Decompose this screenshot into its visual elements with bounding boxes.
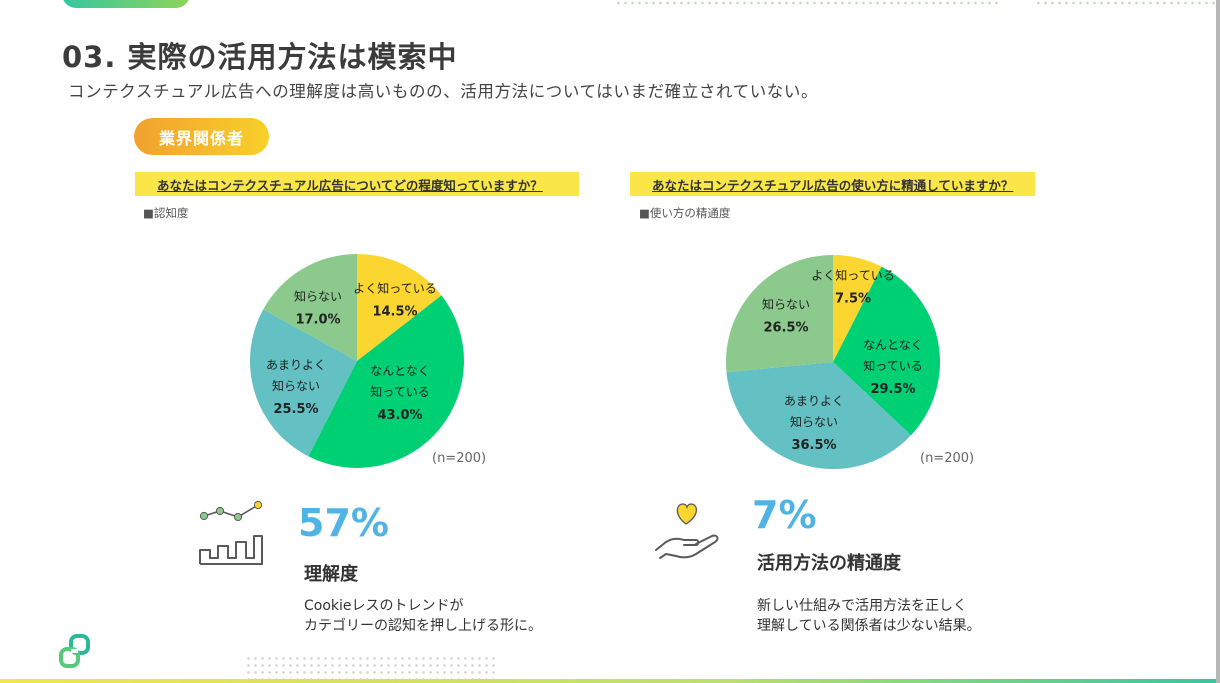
- top-dots-decoration: [615, 0, 1000, 6]
- chart2-slice-label: なんとなく: [863, 338, 923, 352]
- stat1-desc-line: Cookieレスのトレンドが: [304, 598, 464, 614]
- chart1-pie-slice: [308, 295, 465, 468]
- chart1-slice-label: 知らない: [272, 379, 320, 393]
- trend-chart-icon: [199, 500, 263, 565]
- chart2-pie-slice: [833, 255, 882, 362]
- chart1-pie-slice: [357, 254, 442, 361]
- chart2-slice-label: 知らない: [762, 298, 810, 312]
- chart1-slice-label: 知っている: [370, 385, 429, 399]
- chart2-slice-label: あまりよく: [784, 394, 844, 408]
- stat2-desc-line: 新しい仕組みで活用方法を正しく: [757, 598, 967, 614]
- chart1-sample-size: (n=200): [432, 451, 487, 466]
- stat2-desc-line: 理解している関係者は少ない結果。: [757, 618, 981, 634]
- chart2-slice-value: 26.5%: [763, 321, 808, 336]
- stat1-label: 理解度: [304, 564, 358, 585]
- page-subtitle: コンテクスチュアル広告への理解度は高いものの、活用方法についてはいまだ確立されて…: [68, 82, 819, 101]
- chart2-legend: ■使い方の精通度: [639, 206, 731, 220]
- chart1-slice-label: よく知っている: [353, 282, 436, 296]
- stat1-percent: 57%: [298, 501, 389, 545]
- chart2-slice-value: 36.5%: [791, 438, 836, 453]
- chart1-slice-label: あまりよく: [266, 358, 326, 372]
- chart1-slice-value: 17.0%: [295, 313, 340, 328]
- stat2-description: 新しい仕組みで活用方法を正しく 理解している関係者は少ない結果。: [757, 596, 981, 636]
- chart2-slice-label: 知らない: [790, 415, 838, 429]
- top-decoration: [62, 0, 190, 8]
- chart1-pie-slice: [263, 254, 357, 361]
- chart2-pie-slice: [833, 266, 940, 436]
- chart1-slice-value: 43.0%: [377, 408, 422, 423]
- chart2-slice-value: 7.5%: [835, 292, 871, 307]
- chart2-slice-value: 29.5%: [870, 382, 915, 397]
- chart2-slice-label: 知っている: [863, 359, 922, 373]
- right-edge-line: [1216, 0, 1220, 683]
- stat2-label: 活用方法の精通度: [757, 553, 901, 574]
- chart1-legend: ■認知度: [143, 206, 189, 220]
- chart2-pie-slice: [726, 362, 911, 469]
- page-title: 03. 実際の活用方法は模索中: [62, 40, 458, 74]
- chart2-question: あなたはコンテクスチュアル広告の使い方に精通していますか？: [630, 172, 1035, 196]
- stat2-percent: 7%: [752, 493, 817, 537]
- chart2-sample-size: (n=200): [920, 451, 975, 466]
- bottom-dots-decoration: [245, 655, 495, 679]
- top-dots-decoration-right: [1035, 0, 1215, 6]
- chart1-slice-label: なんとなく: [370, 364, 430, 378]
- chart1-slice-value: 25.5%: [273, 402, 318, 417]
- chart1-slice-label: 知らない: [294, 290, 342, 304]
- stat1-desc-line: カテゴリーの認知を押し上げる形に。: [304, 618, 542, 634]
- chart1-question: あなたはコンテクスチュアル広告についてどの程度知っていますか？: [135, 172, 579, 196]
- chart2-pie-slice: [726, 255, 833, 373]
- segment-badge: 業界関係者: [134, 118, 269, 155]
- chart2-slice-label: よく知っている: [811, 269, 894, 283]
- bottom-gradient-line: [0, 679, 1220, 683]
- chart1-slice-value: 14.5%: [372, 305, 417, 320]
- brand-logo-icon: [59, 634, 90, 668]
- heart-hand-icon: [655, 503, 719, 559]
- chart1-pie-slice: [250, 309, 357, 457]
- stat1-description: Cookieレスのトレンドが カテゴリーの認知を押し上げる形に。: [304, 596, 542, 636]
